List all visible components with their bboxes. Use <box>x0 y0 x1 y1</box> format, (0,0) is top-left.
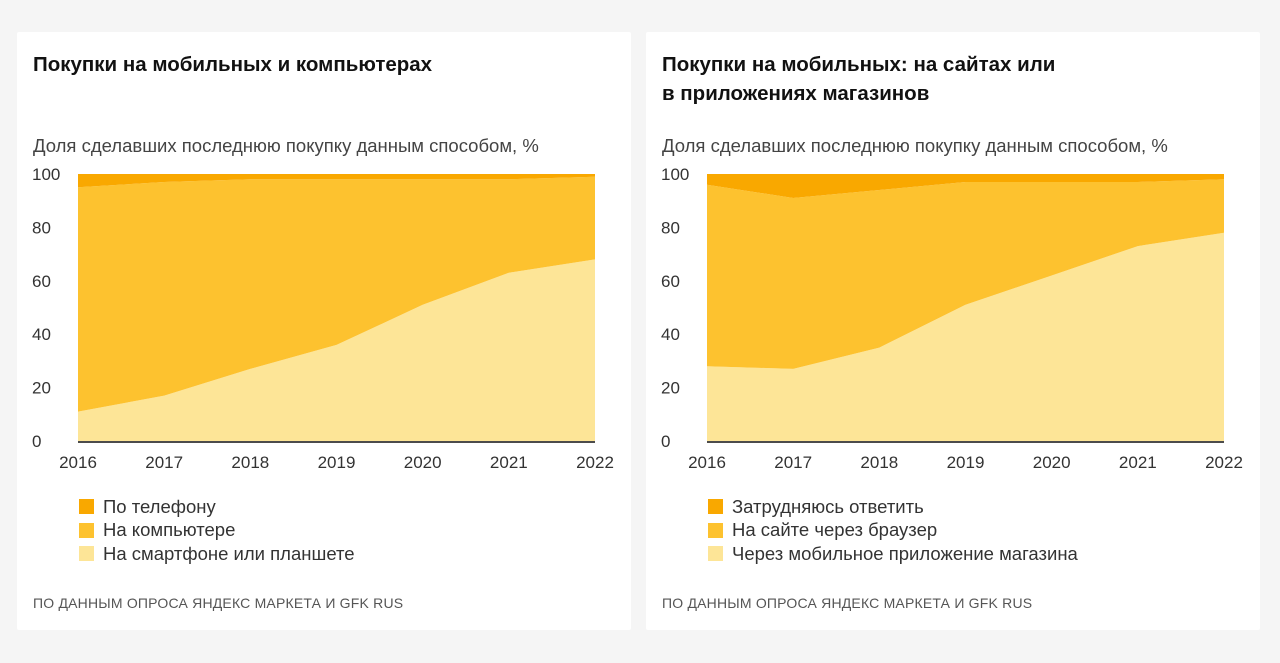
y-tick-label: 100 <box>661 165 689 184</box>
legend-label: На сайте через браузер <box>732 519 938 541</box>
y-tick-label: 0 <box>661 432 670 451</box>
area-series-top <box>707 174 1224 198</box>
area-series-top <box>78 174 595 188</box>
y-tick-label: 80 <box>661 218 680 237</box>
y-tick-label: 20 <box>661 379 680 398</box>
legend: Затрудняюсь ответить На сайте через брау… <box>708 495 1078 566</box>
y-tick-label: 60 <box>32 272 51 291</box>
area-series-middle <box>78 176 595 412</box>
legend-item-browser: На сайте через браузер <box>708 519 1078 543</box>
x-tick-label: 2017 <box>774 453 812 472</box>
legend-swatch-middle <box>79 522 94 538</box>
x-tick-label: 2022 <box>576 453 614 472</box>
y-tick-label: 0 <box>32 432 41 451</box>
chart-card-mobile-channels: Покупки на мобильных: на сайтах или в пр… <box>646 32 1260 630</box>
y-tick-label: 60 <box>661 272 680 291</box>
area-series-bottom <box>707 232 1224 441</box>
legend-swatch-top <box>79 499 94 515</box>
y-tick-label: 40 <box>32 325 51 344</box>
y-tick-label: 40 <box>661 325 680 344</box>
area-series-middle <box>707 179 1224 369</box>
chart-subtitle: Доля сделавших последнюю покупку данным … <box>33 135 539 156</box>
x-tick-label: 2019 <box>318 453 356 472</box>
x-tick-label: 2016 <box>59 453 97 472</box>
legend-item-smartphone: На смартфоне или планшете <box>79 542 355 566</box>
source-note: ПО ДАННЫМ ОПРОСА ЯНДЕКС МАРКЕТА И GFK RU… <box>33 595 404 611</box>
y-tick-label: 100 <box>32 165 60 184</box>
chart-title: Покупки на мобильных и компьютерах <box>33 53 433 76</box>
x-tick-label: 2018 <box>860 453 898 472</box>
legend-swatch-bottom <box>79 546 94 562</box>
legend-label: По телефону <box>103 495 216 517</box>
legend-swatch-bottom <box>708 546 723 562</box>
legend: По телефону На компьютере На смартфоне и… <box>79 495 355 566</box>
area-series-bottom <box>78 259 595 441</box>
x-tick-label: 2020 <box>1033 453 1071 472</box>
y-tick-label: 20 <box>32 379 51 398</box>
chart-title-line-1: Покупки на мобильных: на сайтах или <box>662 53 1056 76</box>
legend-item-phone: По телефону <box>79 495 355 519</box>
x-tick-label: 2016 <box>688 453 726 472</box>
area-chart-devices: 0 20 40 60 80 100 2016 2017 2018 2019 2020 2021 2022 <box>32 165 614 472</box>
legend-item-app: Через мобильное приложение магазина <box>708 542 1078 566</box>
x-tick-label: 2017 <box>145 453 183 472</box>
x-tick-label: 2019 <box>947 453 985 472</box>
chart-title-line-2: в приложениях магазинов <box>662 82 930 105</box>
x-tick-label: 2018 <box>231 453 269 472</box>
legend-label: На компьютере <box>103 519 236 541</box>
chart-title: Покупки на мобильных: на сайтах или в пр… <box>662 50 1222 108</box>
source-note: ПО ДАННЫМ ОПРОСА ЯНДЕКС МАРКЕТА И GFK RU… <box>662 595 1033 611</box>
legend-swatch-middle <box>708 522 723 538</box>
area-chart-mobile-channels: 0 20 40 60 80 100 2016 2017 2018 2019 2020 2021 2022 <box>661 165 1243 472</box>
legend-label: На смартфоне или планшете <box>103 542 355 564</box>
y-tick-label: 80 <box>32 218 51 237</box>
chart-subtitle: Доля сделавших последнюю покупку данным … <box>662 135 1168 156</box>
legend-item-computer: На компьютере <box>79 519 355 543</box>
legend-swatch-top <box>708 499 723 515</box>
chart-card-devices: Покупки на мобильных и компьютерах Доля … <box>17 32 631 630</box>
x-tick-label: 2021 <box>490 453 528 472</box>
legend-label: Через мобильное приложение магазина <box>732 542 1078 564</box>
x-tick-label: 2022 <box>1205 453 1243 472</box>
legend-label: Затрудняюсь ответить <box>732 495 924 517</box>
legend-item-unsure: Затрудняюсь ответить <box>708 495 1078 519</box>
x-tick-label: 2021 <box>1119 453 1157 472</box>
x-tick-label: 2020 <box>404 453 442 472</box>
